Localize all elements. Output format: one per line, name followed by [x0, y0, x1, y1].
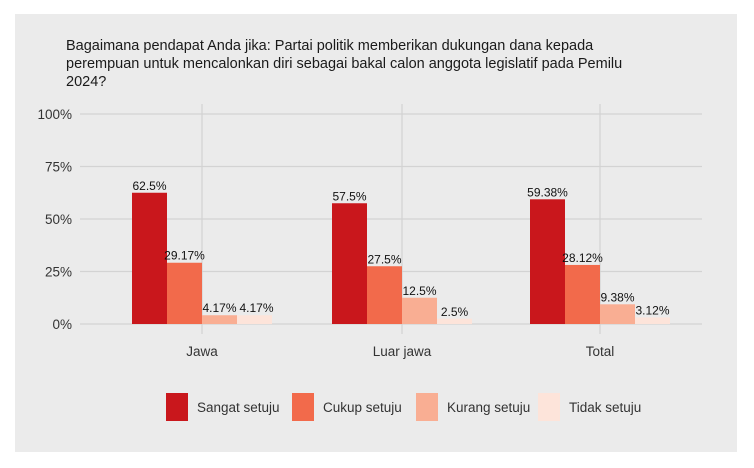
chart-title: Bagaimana pendapat Anda jika: Partai pol… [66, 38, 623, 90]
legend-label: Sangat setuju [197, 400, 280, 415]
bar [132, 192, 167, 324]
legend-swatch [292, 393, 314, 421]
legend-label: Kurang setuju [447, 400, 530, 415]
y-axis: 0% 25% 50% 75% 100% [37, 107, 72, 332]
legend-swatch [166, 393, 188, 421]
bar [202, 315, 237, 324]
y-tick-label: 50% [45, 212, 72, 227]
bar [367, 266, 402, 324]
data-label: 9.38% [600, 290, 634, 304]
y-tick-label: 0% [52, 317, 72, 332]
bar [565, 264, 600, 324]
y-tick-label: 75% [45, 160, 72, 175]
y-tick-label: 100% [37, 107, 72, 122]
data-label: 28.12% [562, 251, 603, 265]
legend-label: Tidak setuju [569, 400, 641, 415]
bar [437, 318, 472, 324]
bar [332, 203, 367, 324]
x-tick-label: Jawa [186, 344, 218, 359]
data-label: 4.17% [239, 301, 273, 315]
data-label: 57.5% [332, 189, 366, 203]
data-label: 59.38% [527, 185, 568, 199]
legend: Sangat setuju Cukup setuju Kurang setuju Ti… [166, 393, 641, 421]
legend-swatch [416, 393, 438, 421]
bars [132, 192, 670, 324]
legend-label: Cukup setuju [323, 400, 402, 415]
data-label: 27.5% [367, 252, 401, 266]
bar [635, 317, 670, 324]
bar [237, 315, 272, 324]
bar [402, 297, 437, 324]
bar [530, 199, 565, 324]
data-label: 62.5% [132, 179, 166, 193]
data-label: 4.17% [202, 301, 236, 315]
data-label: 2.5% [441, 305, 469, 319]
x-tick-label: Total [586, 344, 615, 359]
x-axis: Jawa Luar jawa Total [186, 344, 614, 359]
data-label: 12.5% [402, 284, 436, 298]
legend-swatch [538, 393, 560, 421]
data-label: 29.17% [164, 249, 205, 263]
bar [600, 304, 635, 324]
y-tick-label: 25% [45, 265, 72, 280]
data-label: 3.12% [635, 303, 669, 317]
data-labels: 62.5% 29.17% 4.17% 4.17% 57.5% 27.5% 12.5% 2.5%… [132, 179, 669, 319]
x-tick-label: Luar jawa [373, 344, 432, 359]
bar [167, 262, 202, 324]
